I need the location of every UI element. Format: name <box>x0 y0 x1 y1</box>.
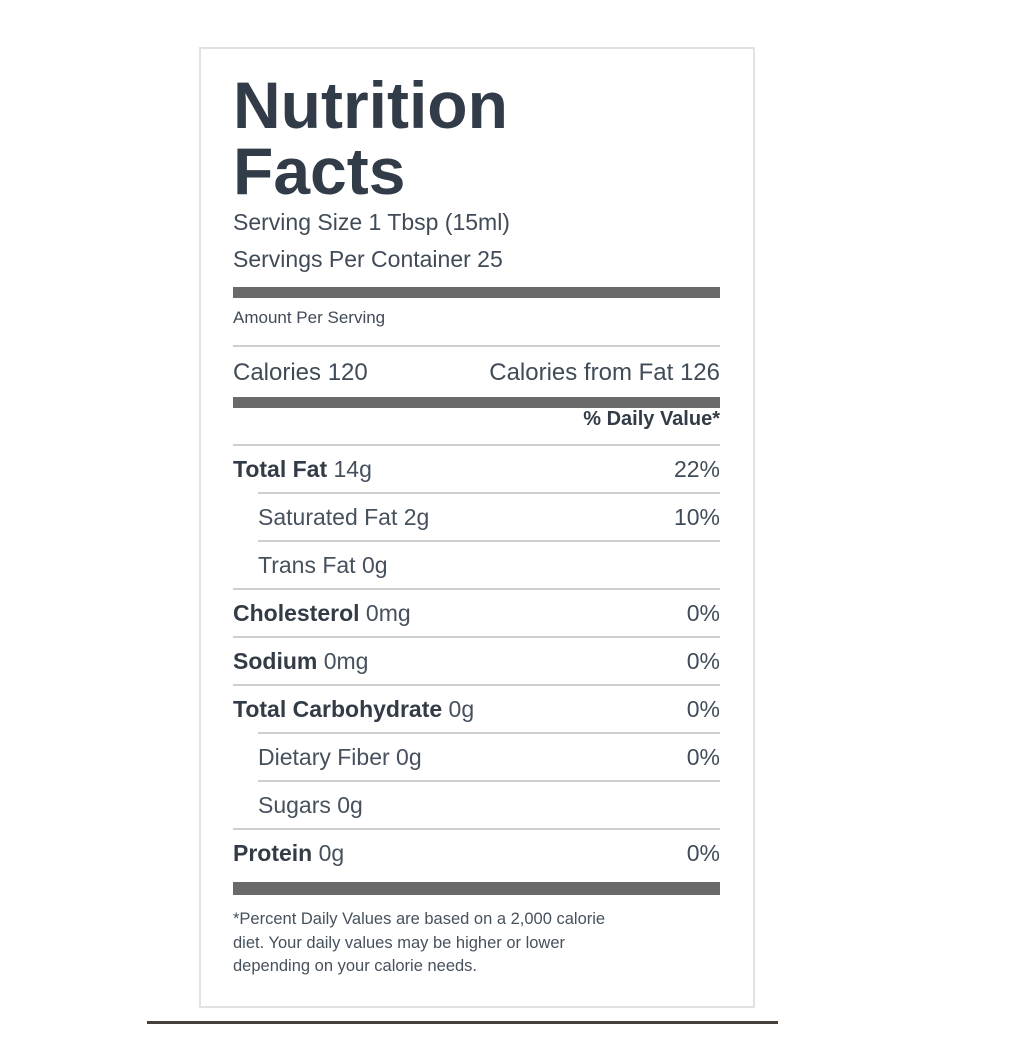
nutrient-daily-value: 0% <box>686 599 720 626</box>
nutrient-row: Sodium 0mg 0% <box>233 638 720 684</box>
nutrient-amount: 0g <box>448 695 475 722</box>
nutrient-name-and-amount: Total Carbohydrate 0g <box>233 695 475 722</box>
thick-divider-top <box>233 287 720 298</box>
nutrient-daily-value: 0% <box>686 743 720 770</box>
nutrient-row: Total Carbohydrate 0g 0% <box>233 686 720 732</box>
nutrient-name: Saturated Fat <box>258 503 398 530</box>
nutrient-row: Protein 0g 0% <box>233 830 720 876</box>
amount-per-serving-heading: Amount Per Serving <box>233 298 720 347</box>
nutrition-label: Nutrition Facts Serving Size 1 Tbsp (15m… <box>199 47 755 1008</box>
nutrient-name-and-amount: Sodium 0mg <box>233 647 369 674</box>
calories-row: Calories 120 Calories from Fat 126 <box>233 347 720 397</box>
nutrient-amount: 0mg <box>323 647 369 674</box>
nutrient-row: Trans Fat 0g <box>233 542 720 588</box>
nutrient-name: Trans Fat <box>258 551 356 578</box>
nutrient-amount: 14g <box>333 455 372 482</box>
row-divider <box>233 684 720 686</box>
daily-value-footnote: *Percent Daily Values are based on a 2,0… <box>233 910 606 975</box>
nutrient-row: Total Fat 14g 22% <box>233 446 720 492</box>
row-divider <box>258 540 720 542</box>
row-divider <box>233 636 720 638</box>
calories-label: Calories <box>233 359 322 386</box>
nutrient-daily-value: 22% <box>673 455 720 482</box>
nutrient-row: Sugars 0g <box>233 782 720 828</box>
servings-per-container: Servings Per Container 25 <box>233 246 503 272</box>
nutrient-name: Dietary Fiber <box>258 743 390 770</box>
daily-value-header: % Daily Value* <box>233 408 720 446</box>
nutrient-name-and-amount: Trans Fat 0g <box>258 551 388 578</box>
nutrient-name-and-amount: Sugars 0g <box>258 791 363 818</box>
nutrient-name: Cholesterol <box>233 599 360 626</box>
nutrient-name: Sugars <box>258 791 331 818</box>
nutrient-name: Sodium <box>233 647 318 674</box>
nutrient-row: Saturated Fat 2g 10% <box>233 494 720 540</box>
thick-divider-middle <box>233 397 720 408</box>
serving-size: Serving Size 1 Tbsp (15ml) <box>233 209 510 235</box>
row-divider <box>233 588 720 590</box>
nutrient-daily-value: 0% <box>686 839 720 866</box>
nutrient-name-and-amount: Protein 0g <box>233 839 345 866</box>
nutrient-name-and-amount: Total Fat 14g <box>233 455 372 482</box>
calories-from-fat-value: 126 <box>679 359 720 386</box>
calories-value: 120 <box>327 359 368 386</box>
calories-from-fat: Calories from Fat 126 <box>489 359 720 387</box>
nutrient-amount: 0g <box>337 791 363 818</box>
bottom-divider <box>147 1021 778 1024</box>
nutrient-amount: 0g <box>396 743 422 770</box>
label-title: Nutrition Facts <box>233 68 508 208</box>
nutrient-daily-value: 10% <box>673 503 720 530</box>
nutrient-daily-value: 0% <box>686 695 720 722</box>
nutrient-name-and-amount: Dietary Fiber 0g <box>258 743 422 770</box>
nutrient-row: Dietary Fiber 0g 0% <box>233 734 720 780</box>
nutrient-row: Cholesterol 0mg 0% <box>233 590 720 636</box>
nutrient-amount: 0mg <box>365 599 411 626</box>
nutrient-name: Total Fat <box>233 455 328 482</box>
nutrient-name-and-amount: Cholesterol 0mg <box>233 599 411 626</box>
calories: Calories 120 <box>233 359 368 387</box>
nutrient-amount: 0g <box>318 839 345 866</box>
row-divider <box>258 732 720 734</box>
row-divider <box>258 492 720 494</box>
thick-divider-bottom <box>233 882 720 895</box>
row-divider <box>258 780 720 782</box>
nutrient-amount: 0g <box>361 551 388 578</box>
nutrient-name-and-amount: Saturated Fat 2g <box>258 503 430 530</box>
nutrient-amount: 2g <box>403 503 430 530</box>
nutrient-name: Protein <box>233 839 313 866</box>
nutrient-name: Total Carbohydrate <box>233 695 443 722</box>
calories-from-fat-label: Calories from Fat <box>489 359 674 386</box>
nutrient-rows: Total Fat 14g 22% Saturated Fat 2g 10% Trans… <box>233 446 720 876</box>
nutrient-daily-value: 0% <box>686 647 720 674</box>
row-divider <box>233 828 720 830</box>
